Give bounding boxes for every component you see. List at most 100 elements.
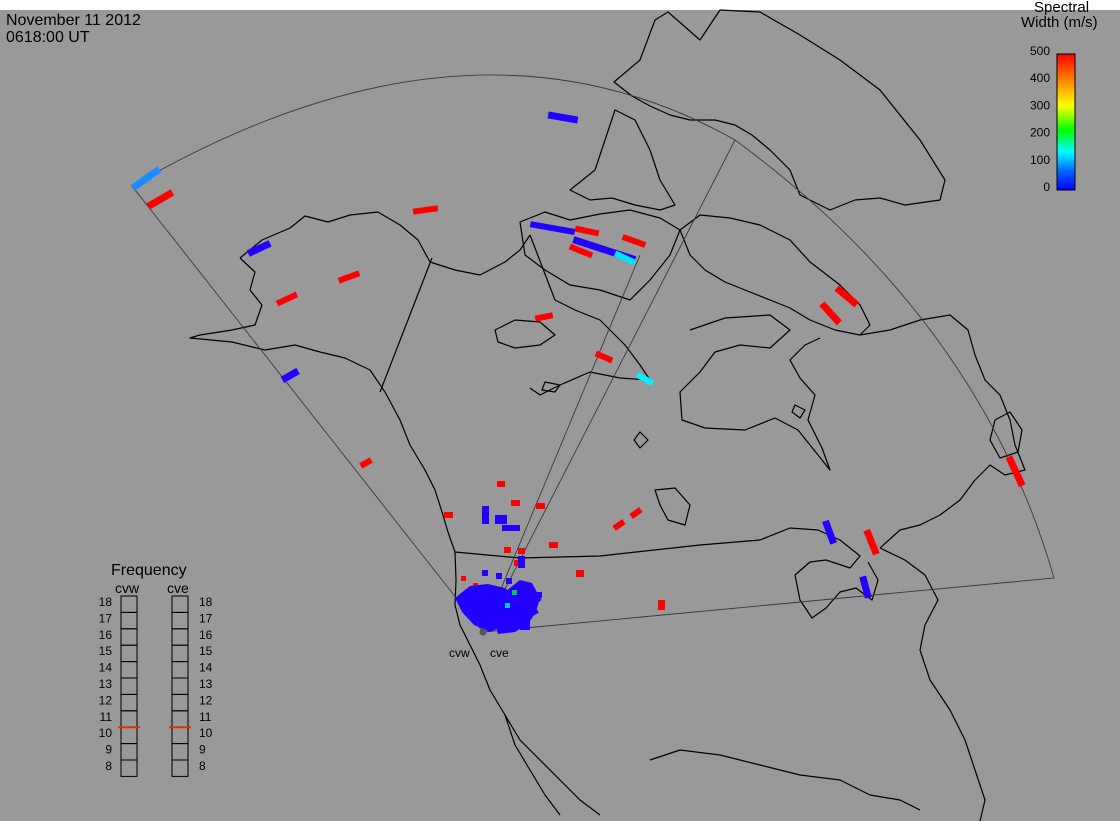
echo-cyan [613, 250, 637, 266]
echo-blue [506, 578, 512, 584]
freq-scale-label-left: 9 [105, 743, 112, 757]
echo-blue [528, 595, 542, 607]
alaska-canada-border [379, 257, 433, 393]
colorbar-tick-label: 400 [1030, 71, 1050, 85]
us-east-coast [879, 547, 986, 821]
echo-blue [280, 367, 300, 383]
echo-blue [495, 515, 507, 524]
alaska-coast [239, 211, 531, 276]
site-label-cve: cve [490, 646, 509, 660]
arctic-islands-north [569, 109, 676, 211]
echo-blue [246, 240, 272, 257]
echo-red [337, 270, 361, 284]
echo-blue [525, 607, 539, 619]
freq-scale-label-left: 11 [100, 710, 113, 724]
echo-red [621, 234, 647, 248]
freq-scale-label-left: 10 [99, 726, 113, 740]
header: November 11 2012 0618:00 UT [6, 12, 141, 46]
echo-red [576, 570, 584, 577]
radar-sites: cvw cve [449, 628, 509, 660]
echo-red [629, 507, 643, 519]
spectral-width-legend: Spectral Width (m/s) 500 400 300 200 100 0 [1021, 0, 1098, 194]
colorbar-title-line2: Width (m/s) [1021, 14, 1098, 31]
freq-scale-label-left: 13 [99, 677, 113, 691]
mainland-arctic-coast [529, 234, 651, 396]
map-background [0, 10, 1120, 821]
date-label: November 11 2012 [6, 12, 141, 29]
echo-red [594, 350, 614, 364]
freq-scale-label-right: 16 [199, 628, 213, 642]
labrador-coast [859, 314, 1026, 549]
echo-red [518, 548, 525, 554]
hudson-bay [679, 314, 831, 471]
radar-site-marker [479, 628, 487, 636]
echo-red [574, 225, 600, 237]
echoes-blue [246, 111, 872, 634]
echo-blue [536, 592, 542, 598]
colorbar-tick-label: 300 [1030, 98, 1050, 112]
freq-box [171, 759, 189, 777]
echo-blue [518, 556, 525, 568]
echo-red [568, 243, 594, 259]
freq-scale-label-right: 15 [199, 644, 213, 658]
echo-red [549, 542, 558, 548]
echo-red [534, 312, 554, 322]
freq-scale-label-left: 12 [99, 693, 113, 707]
small-lakes [654, 487, 691, 526]
gulf-coast [649, 749, 921, 811]
fov-outer-boundary [131, 74, 1055, 633]
echo-blue [482, 570, 488, 576]
colorbar-tick-label: 200 [1030, 126, 1050, 140]
freq-scale-label-right: 9 [199, 743, 206, 757]
freq-scale-label-right: 13 [199, 677, 213, 691]
echo-red [444, 512, 453, 518]
echo-blue [520, 620, 530, 630]
echo-red [612, 519, 626, 531]
small-island-2 [633, 431, 649, 449]
frequency-scale: 18 18 17 17 16 16 15 15 14 14 13 13 12 12 11 11 10 10 9 9 8 8 [99, 595, 213, 777]
us-canada-border [454, 539, 761, 559]
fov-cvw-east-edge [482, 254, 641, 633]
frequency-indicator: Frequency cvw cve 18 18 17 17 16 16 15 15 14 14 13… [99, 562, 213, 777]
freq-scale-label-left: 17 [99, 611, 113, 625]
freq-radar-label-cvw: cvw [115, 580, 140, 596]
colorbar-title-line1: Spectral [1034, 0, 1089, 16]
freq-scale-label-left: 15 [99, 644, 113, 658]
echo-blue [482, 506, 489, 524]
echo-red [536, 503, 545, 509]
echo-light-blue [131, 166, 162, 191]
alaska-west-coast [189, 257, 386, 393]
echo-red [819, 301, 842, 326]
echo-red [359, 457, 373, 469]
freq-scale-label-left: 16 [99, 628, 113, 642]
freq-scale-label-right: 12 [199, 693, 213, 707]
freq-scale-label-left: 18 [99, 595, 113, 609]
newfoundland [989, 411, 1023, 459]
echo-red [497, 481, 505, 487]
echoes-red [146, 189, 1026, 610]
small-island-3 [791, 404, 806, 419]
echo-blue [496, 573, 502, 579]
greenland-coast [613, 9, 946, 211]
arctic-islands [519, 209, 681, 301]
echo-red [275, 291, 299, 307]
echo-blue [502, 525, 520, 531]
echo-red [1005, 455, 1026, 488]
frequency-title: Frequency [111, 562, 187, 579]
echo-red [514, 560, 520, 566]
echo-green [512, 590, 517, 595]
colorbar-tick-label: 500 [1030, 44, 1050, 58]
echo-blue [859, 575, 872, 599]
echo-blue [822, 519, 837, 545]
pacific-coast [384, 391, 601, 816]
echo-red [461, 576, 466, 581]
radar-echoes [131, 111, 1026, 634]
echo-red [658, 600, 665, 610]
echo-red [511, 500, 520, 506]
freq-scale-label-right: 10 [199, 726, 213, 740]
freq-radar-label-cve: cve [167, 580, 189, 596]
site-label-cvw: cvw [449, 646, 470, 660]
echo-cyan [635, 372, 655, 386]
echo-blue [547, 111, 579, 124]
